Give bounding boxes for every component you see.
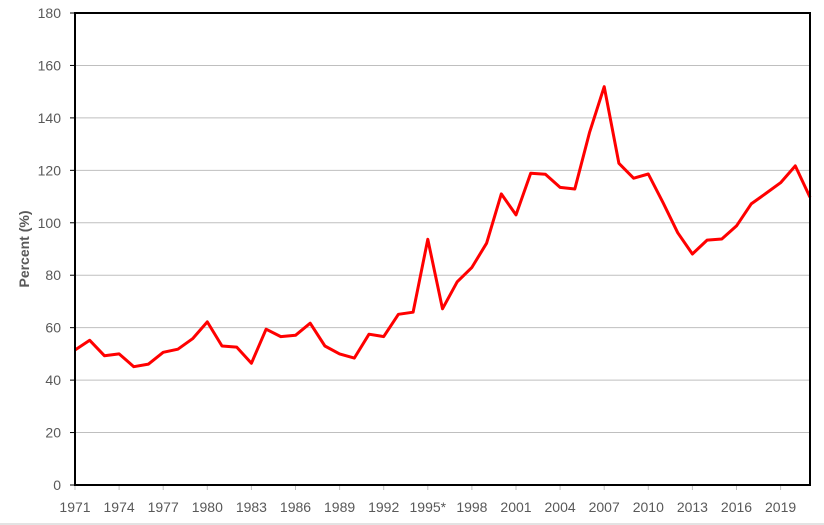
x-axis-ticks: 1971 1974 1977 1980 1983 1986 1989 1992 1995* 199…	[59, 485, 796, 515]
x-tick-label: 1986	[280, 499, 311, 515]
x-tick-label: 1977	[148, 499, 179, 515]
x-tick-label: 1983	[236, 499, 267, 515]
y-tick-label: 20	[45, 425, 61, 441]
x-tick-label: 1995*	[410, 499, 447, 515]
y-tick-label: 140	[38, 110, 62, 126]
y-axis-ticks: 0 20 40 60 80 100 120 140 160 180	[38, 5, 75, 493]
x-tick-label: 1989	[324, 499, 355, 515]
gridlines	[75, 64, 810, 434]
x-tick-label: 2013	[677, 499, 708, 515]
y-tick-label: 60	[45, 320, 61, 336]
x-tick-label: 2007	[589, 499, 620, 515]
x-tick-label: 1992	[368, 499, 399, 515]
x-tick-label: 2004	[545, 499, 576, 515]
x-tick-label: 1998	[456, 499, 487, 515]
y-axis-title: Percent (%)	[16, 210, 32, 287]
x-tick-label: 1971	[59, 499, 90, 515]
bottom-divider	[0, 523, 824, 525]
x-tick-label: 1974	[104, 499, 135, 515]
y-tick-label: 80	[45, 267, 61, 283]
data-line	[74, 85, 812, 369]
plot-frame	[74, 12, 811, 486]
y-tick-label: 100	[38, 215, 62, 231]
x-tick-label: 2001	[500, 499, 531, 515]
y-tick-label: 120	[38, 162, 62, 178]
x-tick-label: 2010	[633, 499, 664, 515]
x-tick-label: 2016	[721, 499, 752, 515]
y-tick-label: 0	[53, 477, 61, 493]
x-tick-label: 2019	[765, 499, 796, 515]
x-tick-label: 1980	[192, 499, 223, 515]
y-tick-label: 40	[45, 372, 61, 388]
y-tick-label: 180	[38, 5, 62, 21]
y-tick-label: 160	[38, 57, 62, 73]
